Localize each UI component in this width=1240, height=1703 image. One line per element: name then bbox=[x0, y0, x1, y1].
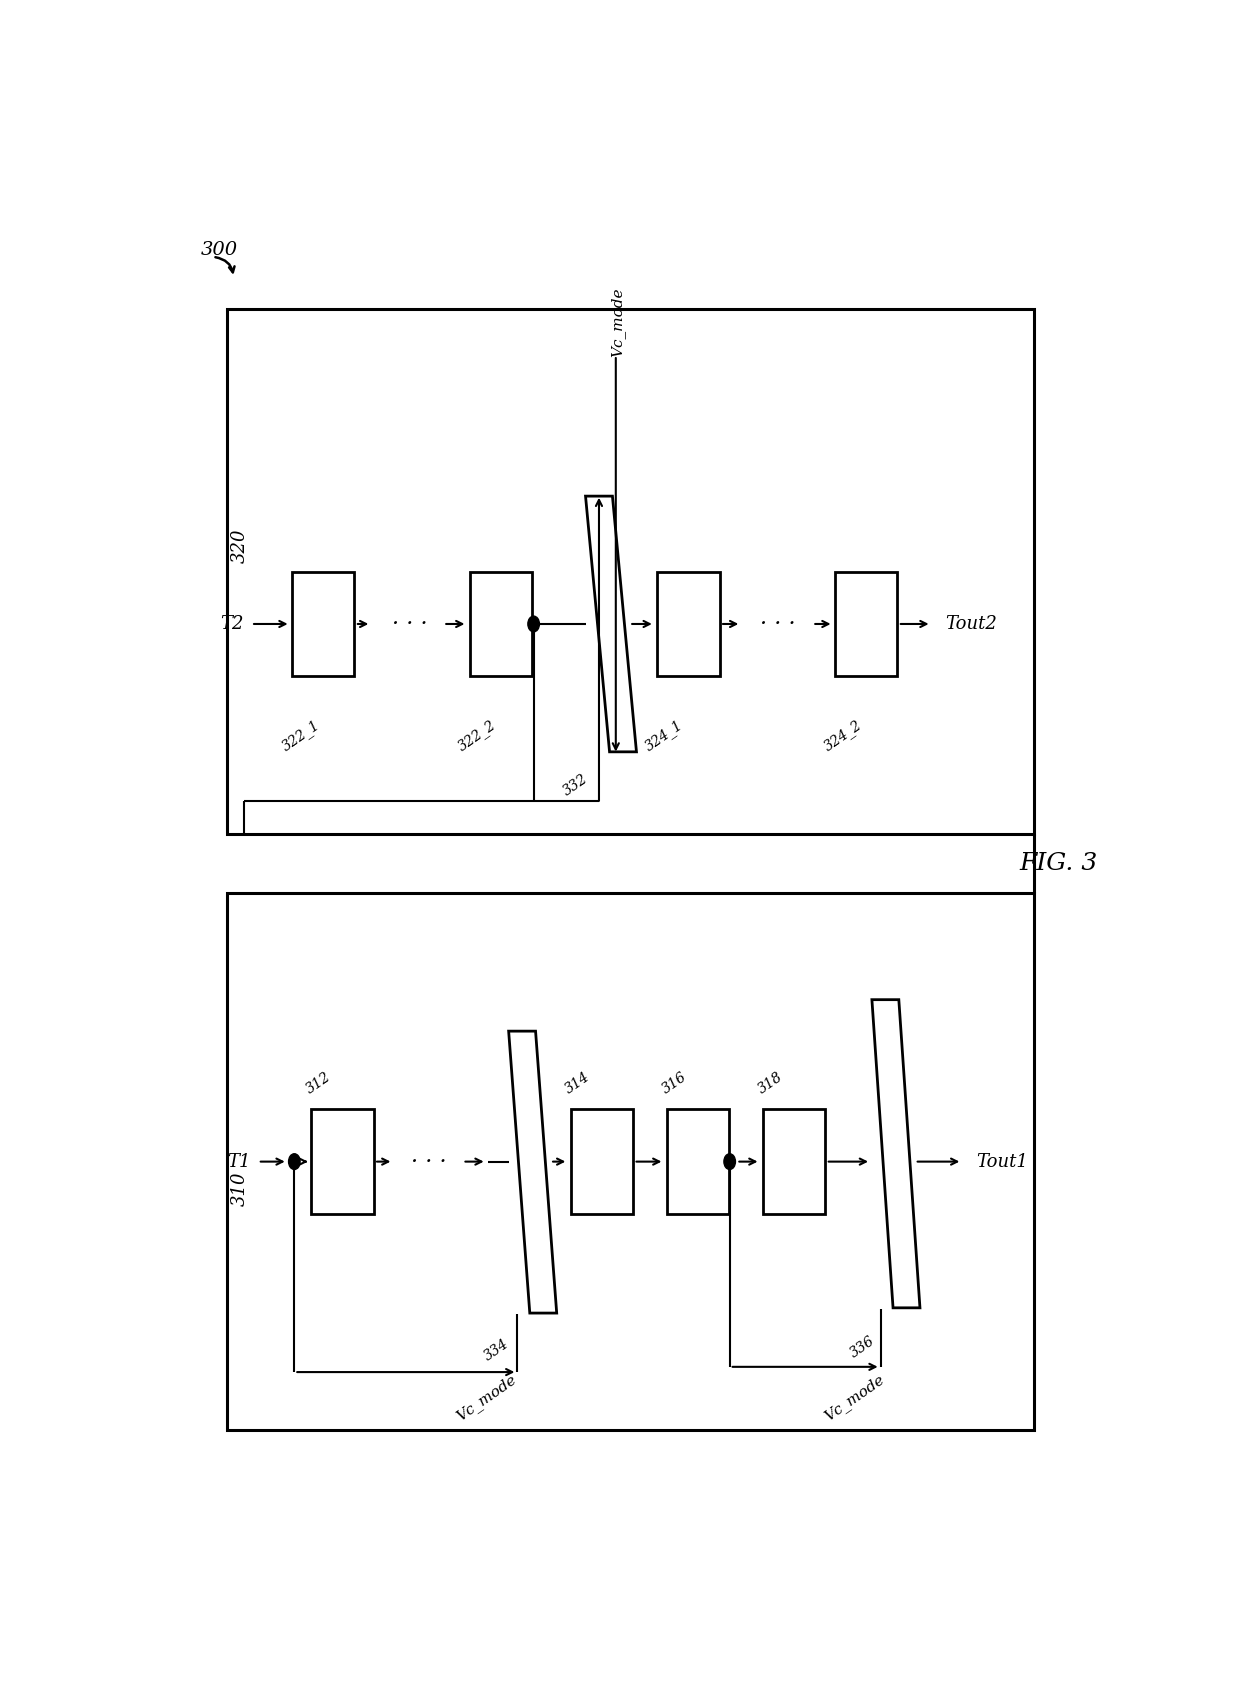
Text: Vc_mode: Vc_mode bbox=[610, 288, 625, 358]
Text: 324_2: 324_2 bbox=[821, 717, 864, 754]
Circle shape bbox=[528, 616, 539, 632]
Text: · · ·: · · · bbox=[412, 1151, 446, 1173]
Text: 336: 336 bbox=[847, 1333, 877, 1361]
Text: Vc_mode: Vc_mode bbox=[454, 1371, 520, 1424]
Text: · · ·: · · · bbox=[392, 613, 428, 635]
Bar bbox=[470, 572, 532, 676]
Bar bbox=[570, 1109, 634, 1214]
Text: 316: 316 bbox=[658, 1069, 689, 1097]
Bar bbox=[227, 892, 1034, 1431]
Text: FIG. 3: FIG. 3 bbox=[1019, 852, 1097, 875]
Text: 322_1: 322_1 bbox=[279, 717, 322, 754]
Text: T1: T1 bbox=[228, 1153, 250, 1170]
Text: 322_2: 322_2 bbox=[455, 717, 498, 754]
Bar bbox=[763, 1109, 826, 1214]
Text: 334: 334 bbox=[481, 1337, 511, 1362]
Text: Vc_mode: Vc_mode bbox=[822, 1371, 888, 1424]
Circle shape bbox=[289, 1153, 300, 1170]
Bar bbox=[311, 1109, 373, 1214]
Text: 320: 320 bbox=[231, 528, 248, 562]
Bar bbox=[835, 572, 898, 676]
Bar bbox=[657, 572, 719, 676]
Text: Tout1: Tout1 bbox=[976, 1153, 1028, 1170]
Bar bbox=[227, 310, 1034, 834]
Bar bbox=[667, 1109, 729, 1214]
Circle shape bbox=[724, 1153, 735, 1170]
Text: T2: T2 bbox=[219, 615, 243, 634]
Text: 300: 300 bbox=[201, 242, 238, 259]
Bar bbox=[291, 572, 355, 676]
Text: 324_1: 324_1 bbox=[642, 717, 686, 754]
Text: 312: 312 bbox=[304, 1069, 334, 1097]
Text: Tout2: Tout2 bbox=[945, 615, 997, 634]
Text: · · ·: · · · bbox=[760, 613, 796, 635]
Text: 318: 318 bbox=[755, 1069, 785, 1097]
Text: 310: 310 bbox=[231, 1172, 248, 1206]
Text: 332: 332 bbox=[560, 771, 590, 799]
Text: 314: 314 bbox=[563, 1069, 593, 1097]
